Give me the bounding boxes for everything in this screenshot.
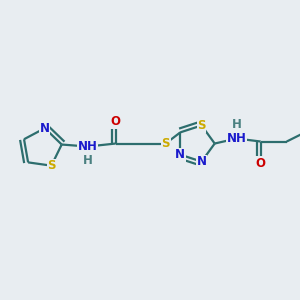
Text: N: N: [40, 122, 50, 135]
Text: S: S: [161, 137, 170, 150]
Text: N: N: [175, 148, 185, 161]
Text: N: N: [196, 155, 207, 168]
Text: S: S: [197, 119, 206, 132]
Text: O: O: [111, 115, 121, 128]
Text: O: O: [256, 157, 266, 170]
Text: NH: NH: [227, 132, 247, 145]
Text: H: H: [232, 118, 242, 131]
Text: NH: NH: [78, 140, 98, 153]
Text: S: S: [47, 159, 56, 172]
Text: H: H: [83, 154, 93, 167]
